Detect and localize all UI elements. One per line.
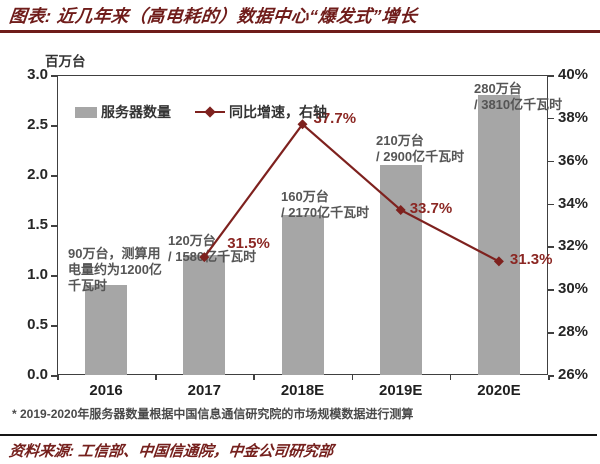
y2-axis-tick-label: 26% (558, 366, 589, 383)
x-axis-label: 2020E (477, 382, 521, 399)
bar (477, 95, 520, 375)
y-axis-tick-label: 0.0 (27, 366, 48, 383)
legend-diamond-icon (204, 106, 216, 118)
x-axis-label: 2019E (379, 382, 423, 399)
source-line: 资料来源: 工信部、中国信通院，中金公司研究部 (8, 443, 335, 460)
legend-bar-label: 服务器数量 (101, 104, 171, 120)
y2-axis-tick-label: 34% (558, 194, 589, 212)
y2-axis-tick (548, 332, 554, 334)
bar-annotation: 280万台 / 3810亿千瓦时 (474, 81, 563, 112)
x-axis-tick (155, 375, 157, 380)
y-axis-tick (51, 75, 57, 77)
bar (183, 255, 226, 375)
y2-axis-tick (548, 160, 554, 163)
y2-axis-tick (548, 289, 554, 291)
x-axis-label: 2016 (89, 382, 123, 399)
y2-axis-tick-label: 40% (558, 66, 589, 83)
bar (379, 165, 422, 375)
x-axis-tick (548, 375, 550, 380)
y-axis-tick (51, 125, 57, 127)
legend-line-label: 同比增速，右轴 (229, 104, 327, 120)
line-point-label: 33.7% (409, 200, 453, 217)
y-axis-tick-label: 1.5 (27, 216, 48, 233)
x-axis-tick (351, 375, 354, 380)
y-axis-tick-label: 3.0 (27, 66, 48, 83)
footnote: * 2019-2020年服务器数量根据中国信息通信研究院的市场规模数据进行测算 (12, 407, 414, 421)
y2-axis-tick (548, 75, 554, 77)
x-axis-tick (449, 375, 452, 380)
legend: 服务器数量 同比增速，右轴 (75, 102, 327, 122)
y-axis-tick (51, 275, 57, 277)
y2-axis-tick (548, 203, 554, 206)
y-axis-tick-label: 2.0 (27, 166, 48, 183)
y2-axis-tick-label: 28% (558, 323, 589, 341)
x-axis-label: 2017 (187, 382, 221, 399)
y2-axis-tick-label: 38% (558, 108, 589, 126)
y-axis-tick-label: 0.5 (27, 316, 48, 333)
line-point-label: 31.5% (227, 235, 270, 253)
y-axis-tick (51, 225, 57, 227)
line-point-label: 31.3% (509, 251, 553, 269)
bar-annotation: 90万台，测算用 电量约为1200亿 千瓦时 (68, 246, 162, 293)
bar (85, 285, 128, 375)
x-axis-tick (253, 375, 255, 380)
bar (281, 215, 324, 375)
title-underline (0, 30, 600, 33)
y-axis-tick-label: 2.5 (27, 116, 48, 133)
x-axis-tick (57, 375, 59, 380)
y2-axis-tick-label: 36% (558, 151, 589, 169)
bar-annotation: 160万台 / 2170亿千瓦时 (281, 189, 370, 220)
y2-axis-tick (548, 117, 554, 120)
y-axis-tick (51, 375, 57, 377)
y-axis-tick (51, 325, 57, 327)
y2-axis-tick-label: 30% (558, 280, 589, 298)
x-axis-label: 2018E (280, 382, 325, 399)
divider-rule (0, 434, 597, 436)
bar-annotation: 210万台 / 2900亿千瓦时 (376, 133, 465, 164)
y-axis-tick-label: 1.0 (27, 266, 48, 283)
y2-axis-tick (548, 246, 554, 248)
left-axis-unit-label: 百万台 (45, 54, 86, 69)
y2-axis-tick (548, 375, 554, 377)
legend-bar-swatch (75, 106, 97, 118)
y2-axis-tick-label: 32% (558, 237, 589, 255)
y-axis-tick (51, 175, 57, 177)
legend-line-marker-icon (195, 105, 225, 119)
